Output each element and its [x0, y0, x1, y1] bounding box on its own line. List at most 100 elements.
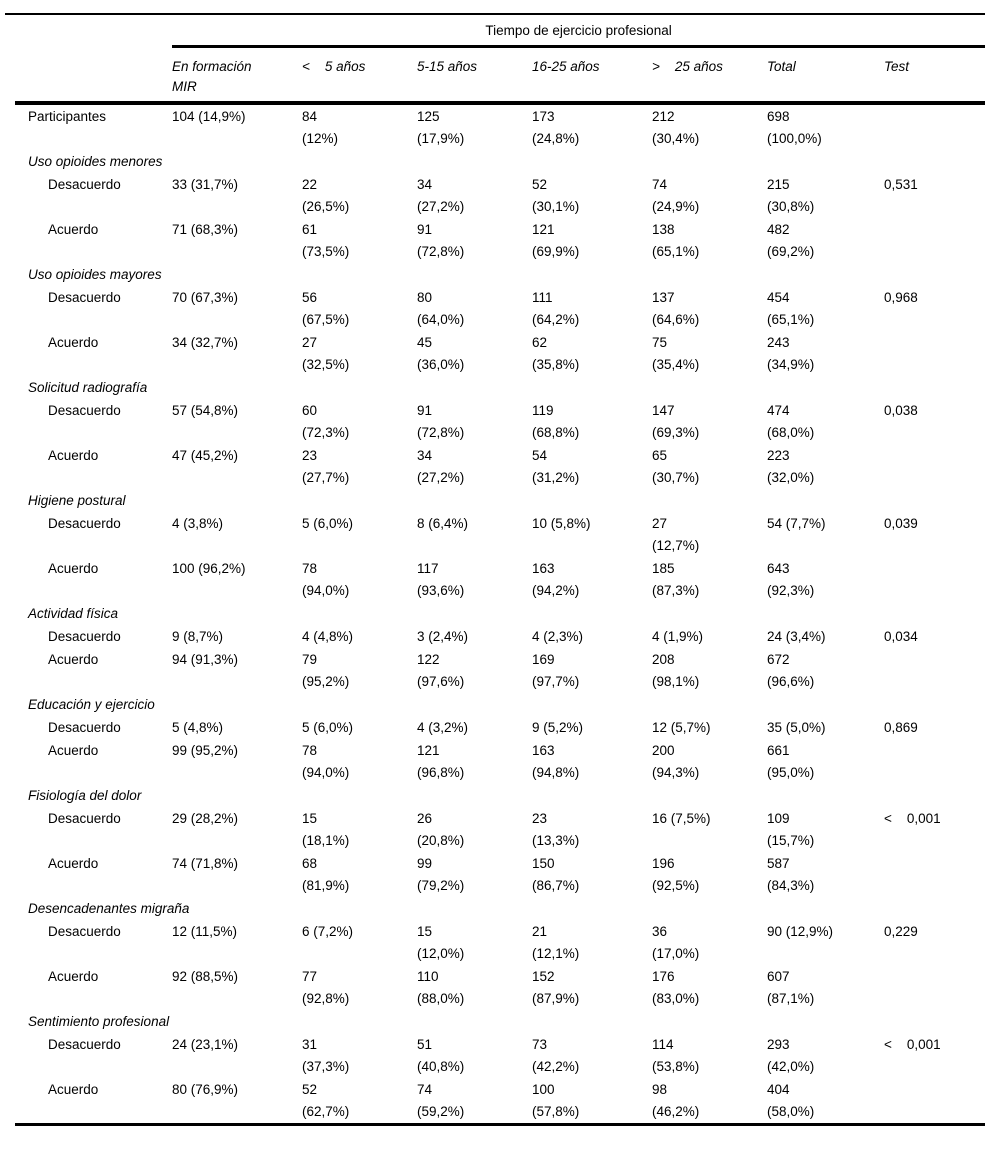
data-cell: 36 (17,0%): [652, 924, 700, 961]
section-row: Solicitud radiografía: [15, 376, 985, 399]
column-header: < 5 años: [302, 46, 417, 105]
data-cell: 34 (27,2%): [417, 448, 465, 485]
section-row: Sentimiento profesional: [15, 1010, 985, 1033]
data-cell: 111 (64,2%): [532, 290, 580, 327]
data-cell: 0,039: [884, 516, 918, 531]
data-cell: 73 (42,2%): [532, 1037, 580, 1074]
data-cell: 208 (98,1%): [652, 652, 700, 689]
section-label: Sentimiento profesional: [28, 1014, 170, 1029]
table-row: Acuerdo 92 (88,5%) 77 (92,8%) 110 (88,0%) 15…: [15, 965, 985, 1010]
data-cell: 163 (94,8%): [532, 743, 580, 780]
page: { "table": { "spanner": "Tiempo de ejerc…: [0, 13, 1000, 1154]
data-cell: 9 (5,2%): [532, 720, 584, 735]
data-cell: 71 (68,3%): [172, 222, 239, 237]
data-cell: [884, 648, 985, 693]
data-cell: 5 (6,0%): [302, 516, 354, 531]
table-row: Acuerdo 100 (96,2%) 78 (94,0%) 117 (93,6%) 1…: [15, 557, 985, 602]
data-cell: < 0,001: [884, 1037, 941, 1052]
data-cell: 125 (17,9%): [417, 109, 465, 146]
data-cell: 122 (97,6%): [417, 652, 465, 689]
data-cell: 138 (65,1%): [652, 222, 700, 259]
data-cell: 0,229: [884, 924, 918, 939]
data-cell: 169 (97,7%): [532, 652, 580, 689]
data-cell: 15 (18,1%): [302, 811, 350, 848]
data-cell: 0,869: [884, 720, 918, 735]
data-cell: 23 (27,7%): [302, 448, 350, 485]
section-label: Uso opioides menores: [28, 154, 163, 169]
data-cell: 29 (28,2%): [172, 811, 239, 826]
section-label: Uso opioides mayores: [28, 267, 162, 282]
scan-artifact-line: [5, 13, 57, 15]
section-label: Fisiología del dolor: [28, 788, 142, 803]
section-label: Desencadenantes migraña: [28, 901, 190, 916]
data-cell: 27 (32,5%): [302, 335, 350, 372]
row-label: Acuerdo: [48, 448, 99, 463]
data-cell: 94 (91,3%): [172, 652, 239, 667]
data-cell: 26 (20,8%): [417, 811, 465, 848]
row-label: Desacuerdo: [48, 290, 121, 305]
data-cell: 223 (32,0%): [767, 448, 815, 485]
data-cell: 6 (7,2%): [302, 924, 354, 939]
data-cell: 80 (64,0%): [417, 290, 465, 327]
table-row: Desacuerdo 5 (4,8%) 5 (6,0%) 4 (3,2%) 9 (5,2…: [15, 716, 985, 739]
table-row: Desacuerdo 57 (54,8%) 60 (72,3%) 91 (72,8%)…: [15, 399, 985, 444]
data-cell: [884, 1078, 985, 1125]
data-cell: 52 (30,1%): [532, 177, 580, 214]
data-cell: 51 (40,8%): [417, 1037, 465, 1074]
section-row: Educación y ejercicio: [15, 693, 985, 716]
results-table: Tiempo de ejercicio profesional En forma…: [15, 13, 986, 1126]
column-header: 5-15 años: [417, 46, 532, 105]
data-cell: 62 (35,8%): [532, 335, 580, 372]
column-header-empty: [15, 46, 172, 105]
data-cell: [884, 218, 985, 263]
table-row: Acuerdo 80 (76,9%) 52 (62,7%) 74 (59,2%) 100…: [15, 1078, 985, 1125]
data-cell: 4 (1,9%): [652, 629, 704, 644]
table-row: Desacuerdo 9 (8,7%) 4 (4,8%) 3 (2,4%) 4 (2,3…: [15, 625, 985, 648]
data-cell: 293 (42,0%): [767, 1037, 815, 1074]
section-row: Fisiología del dolor: [15, 784, 985, 807]
data-cell: 22 (26,5%): [302, 177, 350, 214]
data-cell: [884, 739, 985, 784]
row-label: Desacuerdo: [48, 924, 121, 939]
data-cell: 4 (4,8%): [302, 629, 354, 644]
section-label: Educación y ejercicio: [28, 697, 155, 712]
row-label: Desacuerdo: [48, 403, 121, 418]
column-group-title: Tiempo de ejercicio profesional: [172, 14, 986, 48]
data-cell: 74 (59,2%): [417, 1082, 465, 1119]
row-label: Acuerdo: [48, 856, 99, 871]
data-cell: 52 (62,7%): [302, 1082, 350, 1119]
data-cell: 100 (96,2%): [172, 561, 246, 576]
data-cell: [884, 852, 985, 897]
row-label: Acuerdo: [48, 222, 99, 237]
data-cell: 137 (64,6%): [652, 290, 700, 327]
data-cell: 12 (5,7%): [652, 720, 711, 735]
table-row: Desacuerdo 24 (23,1%) 31 (37,3%) 51 (40,8%)…: [15, 1033, 985, 1078]
data-cell: 4 (3,8%): [172, 516, 224, 531]
table-row: Acuerdo 34 (32,7%) 27 (32,5%) 45 (36,0%) 62 …: [15, 331, 985, 376]
data-cell: 60 (72,3%): [302, 403, 350, 440]
data-cell: 98 (46,2%): [652, 1082, 700, 1119]
data-cell: 152 (87,9%): [532, 969, 580, 1006]
data-cell: 109 (15,7%): [767, 811, 815, 848]
data-cell: < 0,001: [884, 811, 941, 826]
data-cell: 21 (12,1%): [532, 924, 580, 961]
data-cell: 100 (57,8%): [532, 1082, 580, 1119]
column-header: > 25 años: [652, 46, 767, 105]
column-header-row: En formación MIR < 5 años 5-15 años 16-25 a…: [15, 46, 986, 105]
data-cell: 163 (94,2%): [532, 561, 580, 598]
data-cell: 90 (12,9%): [767, 924, 834, 939]
row-label: Desacuerdo: [48, 629, 121, 644]
data-cell: 70 (67,3%): [172, 290, 239, 305]
row-label: Desacuerdo: [48, 811, 121, 826]
table-row: Acuerdo 47 (45,2%) 23 (27,7%) 34 (27,2%) 54 …: [15, 444, 985, 489]
row-label: Acuerdo: [48, 335, 99, 350]
table-row: Acuerdo 71 (68,3%) 61 (73,5%) 91 (72,8%) 121…: [15, 218, 985, 263]
data-cell: [884, 557, 985, 602]
data-cell: 75 (35,4%): [652, 335, 700, 372]
data-cell: 482 (69,2%): [767, 222, 815, 259]
data-cell: 74 (71,8%): [172, 856, 239, 871]
data-cell: 56 (67,5%): [302, 290, 350, 327]
data-cell: 34 (32,7%): [172, 335, 239, 350]
data-cell: 47 (45,2%): [172, 448, 239, 463]
data-cell: 607 (87,1%): [767, 969, 815, 1006]
